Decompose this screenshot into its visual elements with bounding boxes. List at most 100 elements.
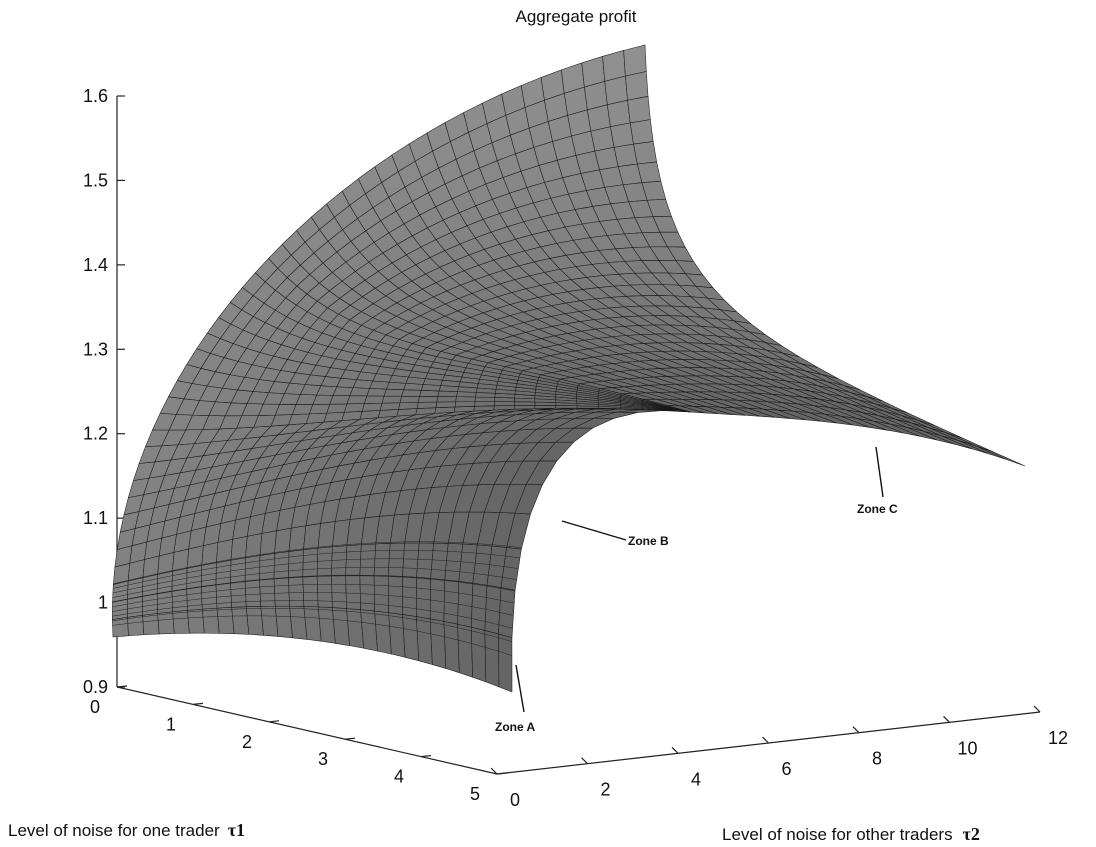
surface-patch — [625, 71, 649, 101]
surface-patch — [435, 401, 457, 408]
zone-c-label: Zone C — [857, 502, 898, 516]
y-tick-mark — [762, 736, 769, 744]
surface-patch — [273, 577, 290, 607]
surface-patch — [259, 530, 277, 556]
z-tick-label: 1.5 — [83, 170, 108, 190]
surface-band-line — [112, 615, 512, 656]
surface-patch — [590, 126, 615, 152]
y-tick-mark — [852, 726, 860, 734]
surface-patch — [474, 396, 496, 402]
surface-patch — [326, 403, 348, 414]
y-tick-mark — [581, 757, 588, 765]
surface-patch — [513, 405, 536, 410]
surface-patch — [309, 403, 331, 415]
surface-patch — [186, 586, 203, 611]
surface-patch — [457, 623, 473, 678]
surface-patch — [377, 409, 399, 418]
surface-patch — [344, 403, 365, 413]
surface-band-line — [113, 541, 522, 585]
surface-patch — [171, 588, 188, 613]
x-axis-ticks: 0 1 2 3 4 5 — [90, 685, 508, 804]
surface-patch — [455, 396, 476, 403]
surface-patch — [623, 44, 647, 77]
surface-patch — [470, 626, 487, 683]
surface-patch — [498, 633, 513, 693]
surface-patch — [437, 390, 458, 397]
z-tick-label: 1.2 — [83, 424, 108, 444]
surface-patch — [419, 390, 440, 397]
y-tick-label: 10 — [957, 738, 977, 758]
surface-patch — [401, 389, 422, 397]
surface-patch — [323, 411, 345, 423]
surface-patch — [514, 401, 536, 406]
zone-c-leader — [875, 446, 884, 498]
surface-patch — [316, 575, 333, 608]
surface-patch — [534, 405, 557, 409]
surface-patch — [359, 574, 375, 612]
surface-patch — [346, 395, 368, 405]
surface-patch — [429, 618, 447, 669]
surface-patch — [373, 543, 391, 577]
surface-patch — [975, 445, 1026, 467]
surface-patch — [245, 533, 263, 559]
x-tick-label: 2 — [242, 732, 252, 752]
y-tick-mark — [1033, 705, 1041, 713]
surface-patch — [302, 575, 319, 608]
surface-band-line — [112, 575, 516, 603]
surface-patch — [359, 410, 381, 420]
surface-patch — [288, 576, 305, 607]
surface-patch — [958, 440, 1008, 461]
surface-patch — [637, 161, 662, 183]
surface-patch — [398, 402, 419, 410]
surface-band-line — [112, 567, 517, 598]
x-axis-label: Level of noise for one trader τ1 — [8, 820, 245, 840]
surface-patch — [629, 119, 654, 145]
y-tick-label: 2 — [600, 780, 610, 800]
surface-band-line — [112, 600, 513, 629]
surface-patch — [587, 104, 611, 132]
surface-patch — [387, 575, 403, 615]
surface-patch — [231, 606, 250, 635]
surface-patch — [474, 401, 495, 407]
x-axis-label-text: Level of noise for one trader — [8, 821, 220, 840]
y-axis-label-text: Level of noise for other traders — [722, 825, 953, 844]
chart-title: Aggregate profit — [516, 7, 637, 26]
surface-patch — [187, 608, 205, 634]
z-tick-label: 1 — [98, 593, 108, 613]
surface-patch — [288, 525, 307, 552]
surface-patch — [494, 401, 515, 407]
z-tick-label: 0.9 — [83, 677, 108, 697]
surface-patch — [613, 143, 638, 167]
surface-patch — [453, 406, 475, 413]
surface-patch — [230, 535, 248, 561]
zone-b-label: Zone B — [628, 534, 669, 548]
x-tick-mark — [192, 702, 204, 705]
surface-patch — [604, 75, 628, 106]
surface-patch — [363, 395, 385, 404]
surface-patch — [215, 582, 232, 609]
surface-band-line — [112, 583, 514, 608]
surface-patch — [941, 435, 990, 455]
z-tick-label: 1.3 — [83, 339, 108, 359]
surface-patch — [383, 388, 405, 397]
surface-patch — [244, 579, 262, 607]
x-tick-label: 4 — [394, 767, 404, 787]
surface-patch — [349, 387, 371, 397]
surface-patch — [366, 388, 387, 397]
surface-patch — [473, 405, 495, 412]
x-tick-mark — [496, 772, 508, 775]
surface-patch — [216, 538, 233, 564]
surface-patch — [417, 396, 439, 403]
surface-band-line — [112, 558, 518, 594]
surface-patch — [602, 50, 626, 82]
y-tick-label: 8 — [872, 749, 882, 769]
surface-patch — [341, 411, 363, 421]
z-axis-ticks: 0.9 1 1.1 1.2 1.3 1.4 1.5 1.6 — [83, 86, 125, 697]
surface-patch — [345, 574, 361, 610]
y-tick-mark — [490, 767, 498, 775]
x-tick-mark — [420, 755, 432, 758]
surface-patch — [493, 405, 515, 411]
surface-patch — [244, 555, 261, 582]
surface-patch — [373, 575, 389, 613]
